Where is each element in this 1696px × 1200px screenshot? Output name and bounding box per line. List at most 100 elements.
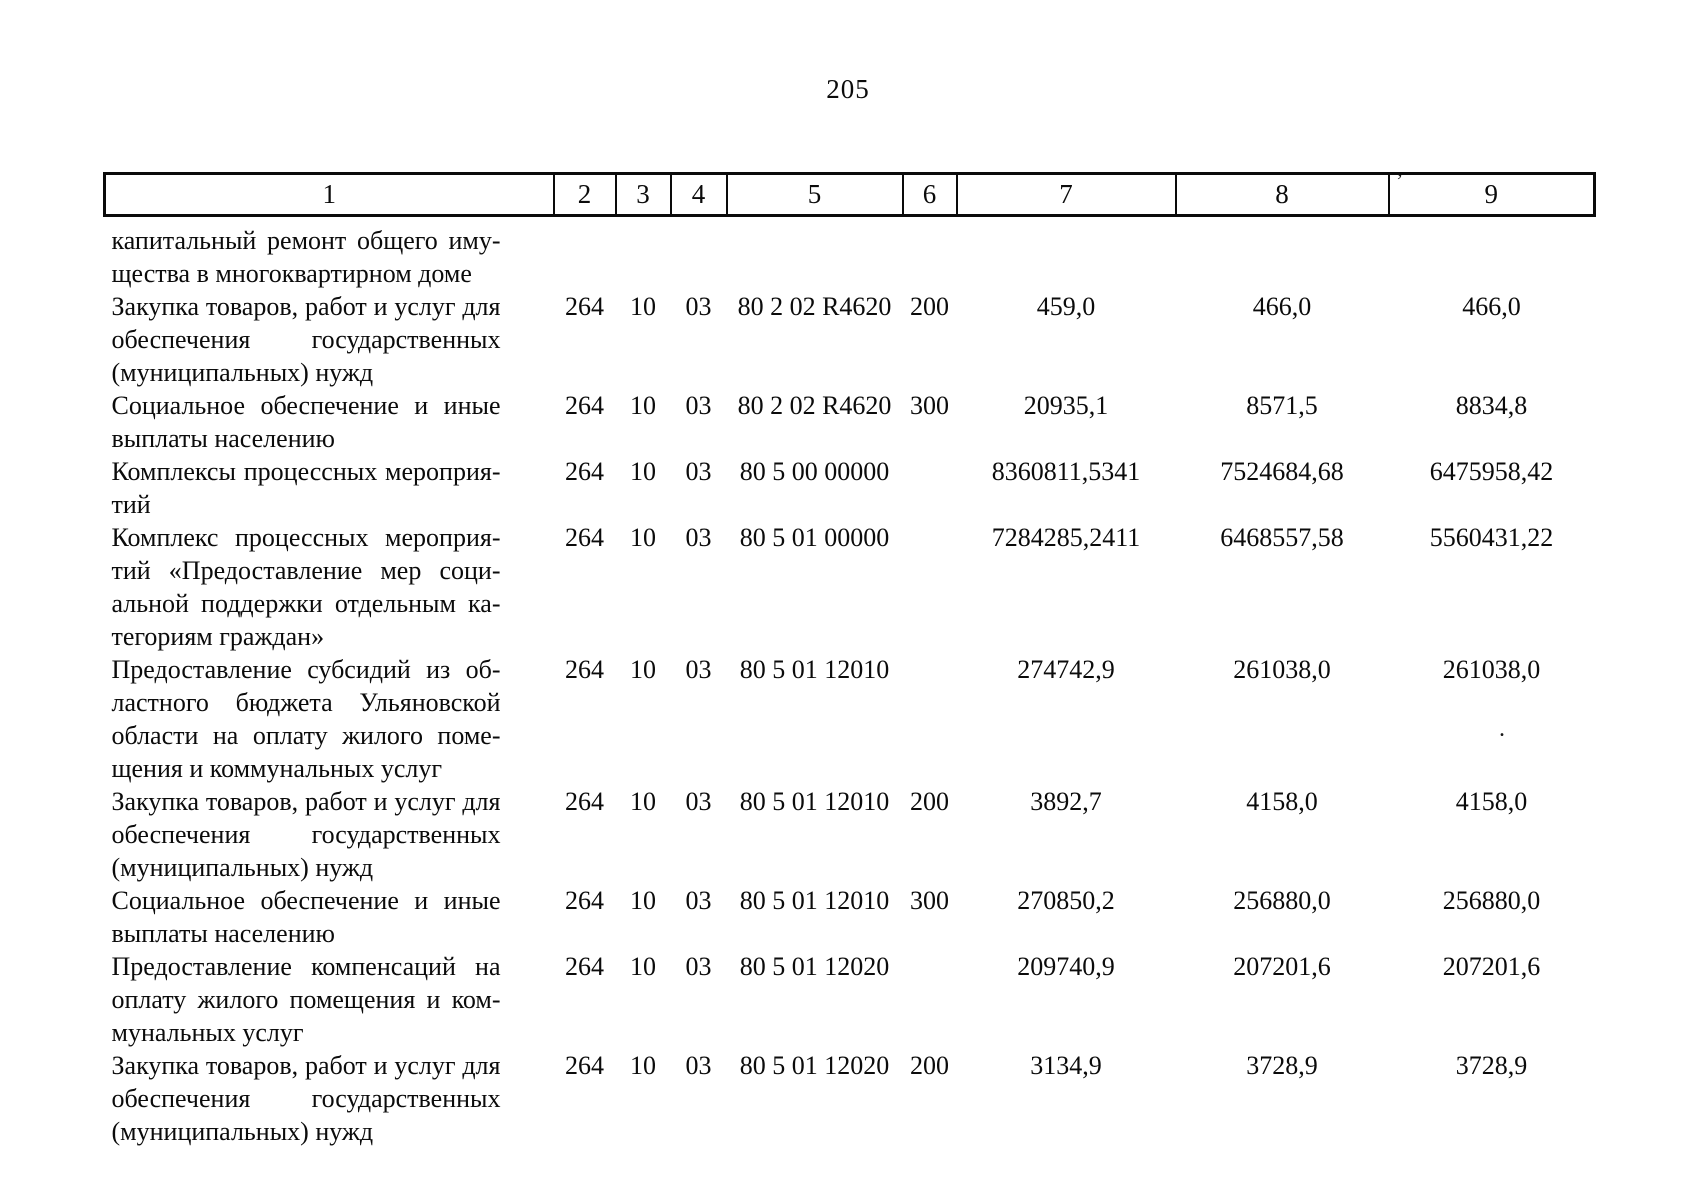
- page-number: 205: [826, 74, 870, 104]
- cell-col-9: 4158,0: [1455, 787, 1528, 816]
- description-line: капитальный ремонт общего иму-: [111, 226, 501, 255]
- cell-col-2: [554, 216, 616, 291]
- row-description: Закупка товаров, работ и услуг для обеспе…: [105, 1049, 554, 1148]
- cell-col-2: 264: [565, 391, 604, 420]
- cell-col-9: 8834,8: [1455, 391, 1528, 420]
- cell-col-6: [903, 455, 957, 521]
- description-line: (муниципальных) нужд: [111, 853, 374, 882]
- row-description: Социальное обеспечение и иные выплаты нас…: [105, 884, 554, 950]
- cell-col-4: 03: [685, 1051, 712, 1080]
- table-row: Закупка товаров, работ и услуг для обеспе…: [105, 290, 1595, 389]
- description-line: Комплекс процессных мероприя-: [111, 523, 501, 552]
- cell-col-3: 10: [630, 523, 656, 552]
- cell-col-6: [903, 653, 957, 785]
- cell-col-5: 80 5 01 12010: [739, 787, 890, 816]
- cell-col-7: 7284285,2411: [991, 523, 1141, 552]
- table-row: Комплексы процессных мероприя-тий 264 10 03…: [105, 455, 1595, 521]
- cell-col-6: [903, 521, 957, 653]
- cell-col-5: 80 5 01 12020: [739, 952, 890, 981]
- row-description: Закупка товаров, работ и услуг для обеспе…: [105, 290, 554, 389]
- scan-artifact-dot: .: [1499, 716, 1505, 742]
- description-line: обеспечения государственных: [111, 1084, 501, 1113]
- cell-col-2: 264: [565, 1051, 604, 1080]
- description-line: щения и коммунальных услуг: [111, 754, 443, 783]
- column-header-2: 2: [552, 172, 617, 217]
- cell-col-8: 8571,5: [1246, 391, 1318, 420]
- cell-col-3: 10: [630, 391, 656, 420]
- table-row: Социальное обеспечение и иные выплаты нас…: [105, 884, 1595, 950]
- cell-col-3: 10: [630, 952, 656, 981]
- description-line: тегориям граждан»: [111, 622, 325, 651]
- table-row: Закупка товаров, работ и услуг для обеспе…: [105, 1049, 1595, 1148]
- cell-col-9: 466,0: [1462, 292, 1521, 321]
- cell-col-7: 8360811,5341: [991, 457, 1141, 486]
- cell-col-7: 3134,9: [1030, 1051, 1102, 1080]
- cell-col-4: 03: [685, 655, 712, 684]
- cell-col-5: 80 2 02 R4620: [737, 391, 892, 420]
- description-line: Закупка товаров, работ и услуг для: [111, 1051, 501, 1080]
- cell-col-2: 264: [565, 886, 604, 915]
- cell-col-2: 264: [565, 655, 604, 684]
- cell-col-4: 03: [685, 952, 712, 981]
- cell-col-4: 03: [685, 457, 712, 486]
- description-line: щества в многоквартирном доме: [111, 259, 472, 288]
- cell-col-9: 207201,6: [1442, 952, 1541, 981]
- description-line: мунальных услуг: [111, 1018, 304, 1047]
- table-row: Предоставление компенсаций на оплату жило…: [105, 950, 1595, 1049]
- cell-col-5: [727, 216, 903, 291]
- description-line: тий: [111, 490, 151, 519]
- description-line: альной поддержки отдельным ка-: [111, 589, 501, 618]
- table-row: Закупка товаров, работ и услуг для обеспе…: [105, 785, 1595, 884]
- column-header-3: 3: [614, 172, 672, 217]
- cell-col-8: [1176, 216, 1389, 291]
- cell-col-2: 264: [565, 292, 604, 321]
- description-line: Предоставление субсидий из об-: [111, 655, 501, 684]
- cell-col-3: 10: [630, 655, 656, 684]
- cell-col-9: [1389, 216, 1595, 291]
- column-header-8: 8: [1174, 172, 1390, 217]
- table-row: капитальный ремонт общего иму-щества в м…: [105, 216, 1595, 291]
- table-row: Комплекс процессных мероприя-тий «Предос…: [105, 521, 1595, 653]
- table-row: Предоставление субсидий из об-ластного б…: [105, 653, 1595, 785]
- cell-col-6: 200: [910, 1051, 949, 1080]
- cell-col-4: 03: [685, 886, 712, 915]
- cell-col-9: 261038,0: [1442, 655, 1541, 684]
- cell-col-5: 80 5 01 12010: [739, 886, 890, 915]
- row-description: капитальный ремонт общего иму-щества в м…: [105, 216, 554, 291]
- cell-col-7: 20935,1: [1023, 391, 1109, 420]
- description-line: ластного бюджета Ульяновской: [111, 688, 501, 717]
- description-line: выплаты населению: [111, 424, 335, 453]
- cell-col-6: [903, 950, 957, 1049]
- description-line: обеспечения государственных: [111, 820, 501, 849]
- description-line: Социальное обеспечение и иные: [111, 391, 501, 420]
- cell-col-5: 80 5 01 00000: [739, 523, 890, 552]
- cell-col-7: 209740,9: [1017, 952, 1115, 981]
- cell-col-2: 264: [565, 952, 604, 981]
- column-header-4: 4: [669, 172, 728, 217]
- cell-col-4: 03: [685, 292, 712, 321]
- description-line: области на оплату жилого поме-: [111, 721, 501, 750]
- row-description: Комплекс процессных мероприя-тий «Предос…: [105, 521, 554, 653]
- cell-col-5: 80 5 01 12020: [739, 1051, 890, 1080]
- cell-col-4: 03: [685, 523, 712, 552]
- cell-col-3: 10: [630, 292, 656, 321]
- cell-col-9: 256880,0: [1442, 886, 1541, 915]
- cell-col-5: 80 5 01 12010: [739, 655, 890, 684]
- cell-col-6: 200: [910, 787, 949, 816]
- cell-col-6: 200: [910, 292, 949, 321]
- description-line: Закупка товаров, работ и услуг для: [111, 292, 501, 321]
- cell-col-8: 3728,9: [1246, 1051, 1318, 1080]
- cell-col-5: 80 2 02 R4620: [737, 292, 892, 321]
- cell-col-4: 03: [685, 391, 712, 420]
- cell-col-7: 3892,7: [1030, 787, 1102, 816]
- description-line: выплаты населению: [111, 919, 335, 948]
- description-line: (муниципальных) нужд: [111, 1117, 374, 1146]
- column-header-9: 9: [1387, 172, 1596, 217]
- cell-col-9: 6475958,42: [1429, 457, 1554, 486]
- cell-col-8: 261038,0: [1233, 655, 1331, 684]
- cell-col-3: 10: [630, 787, 656, 816]
- cell-col-8: 4158,0: [1246, 787, 1318, 816]
- cell-col-6: 300: [910, 886, 949, 915]
